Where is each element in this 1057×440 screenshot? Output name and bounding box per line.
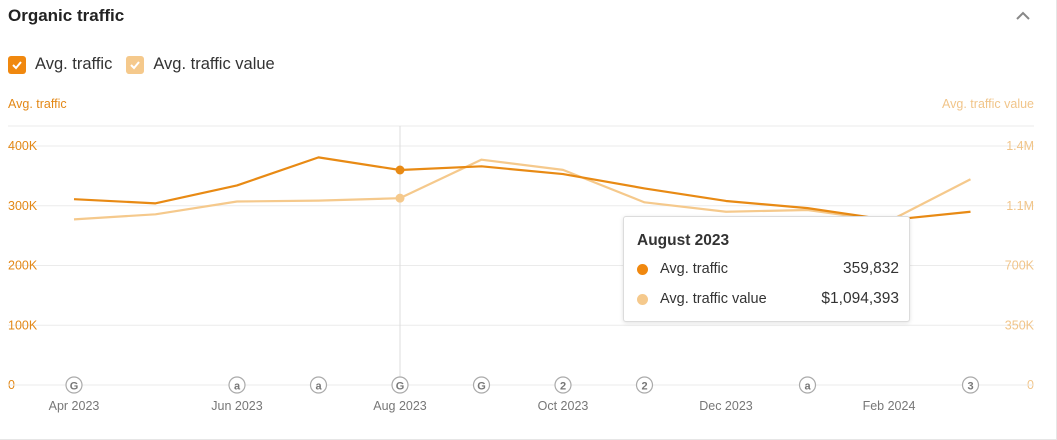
annotation-label: a xyxy=(315,381,322,393)
avg-traffic-value-checkbox[interactable] xyxy=(126,55,145,74)
annotation-marker[interactable] xyxy=(635,376,654,394)
legend-avg-traffic-value[interactable]: Avg. traffic value xyxy=(126,55,275,74)
annotation-marker[interactable] xyxy=(554,376,572,394)
annotation-marker[interactable] xyxy=(391,376,409,394)
left-tick-label: 200K xyxy=(8,259,38,273)
tooltip-row-traffic-value: Avg. traffic value $1,094,393 xyxy=(637,289,899,309)
chart-tooltip: August 2023 Avg. traffic 359,832 Avg. tr… xyxy=(623,216,910,322)
tooltip-row-traffic: Avg. traffic 359,832 xyxy=(637,259,899,279)
chevron-up-icon[interactable] xyxy=(1012,6,1034,26)
annotation-marker[interactable] xyxy=(798,376,817,394)
x-tick-label: Feb 2024 xyxy=(863,399,916,413)
tooltip-title: August 2023 xyxy=(637,232,730,249)
right-tick-label: 1.4M xyxy=(1006,139,1034,153)
left-tick-label: 100K xyxy=(8,318,38,332)
x-tick-label: Jun 2023 xyxy=(211,399,262,413)
avg-traffic-value-label: Avg. traffic value xyxy=(153,55,275,73)
annotation-label: 2 xyxy=(641,381,647,393)
annotation-marker[interactable] xyxy=(65,376,83,394)
annotation-marker[interactable] xyxy=(472,376,491,394)
x-tick-label: Aug 2023 xyxy=(373,399,427,413)
hover-point-avg-traffic xyxy=(395,165,405,175)
annotation-marker[interactable] xyxy=(961,376,980,394)
annotation-label: G xyxy=(70,381,79,393)
card-title: Organic traffic xyxy=(8,6,125,25)
annotation-label: G xyxy=(396,381,405,393)
avg-traffic-checkbox[interactable] xyxy=(8,55,26,74)
hover-point-avg-traffic-value xyxy=(395,193,405,203)
legend: Avg. traffic Avg. traffic value xyxy=(8,55,289,74)
left-tick-label: 400K xyxy=(8,139,38,153)
series-line-avg-traffic-value xyxy=(73,158,972,223)
right-tick-label: 350K xyxy=(1005,318,1035,332)
annotation-label: 2 xyxy=(560,381,566,393)
series-line-avg-traffic xyxy=(73,156,971,222)
check-icon xyxy=(12,60,22,69)
annotation-marker[interactable] xyxy=(228,376,246,394)
right-tick-label: 700K xyxy=(1005,259,1035,273)
avg-traffic-label: Avg. traffic xyxy=(35,55,113,73)
right-axis-title: Avg. traffic value xyxy=(942,97,1034,111)
tooltip-value-traffic: 359,832 xyxy=(842,260,899,277)
check-icon xyxy=(130,60,141,69)
tooltip-dot-traffic-value xyxy=(637,293,648,305)
x-tick-label: Oct 2023 xyxy=(538,399,589,413)
annotation-label: a xyxy=(804,381,811,393)
left-tick-label: 300K xyxy=(8,199,38,213)
tooltip-label-traffic: Avg. traffic xyxy=(660,261,728,277)
tooltip-dot-traffic xyxy=(637,263,648,275)
x-tick-label: Dec 2023 xyxy=(699,399,753,413)
annotation-marker[interactable] xyxy=(309,376,328,394)
tooltip-label-traffic-value: Avg. traffic value xyxy=(660,291,767,307)
annotation-label: 3 xyxy=(967,381,973,393)
annotation-label: G xyxy=(477,381,486,393)
tooltip-value-traffic-value: $1,094,393 xyxy=(821,290,899,307)
right-tick-label: 1.1M xyxy=(1006,199,1034,213)
left-axis-title: Avg. traffic xyxy=(8,97,67,111)
x-tick-label: Apr 2023 xyxy=(49,399,100,413)
annotation-label: a xyxy=(234,381,241,393)
legend-avg-traffic[interactable]: Avg. traffic xyxy=(8,55,112,74)
